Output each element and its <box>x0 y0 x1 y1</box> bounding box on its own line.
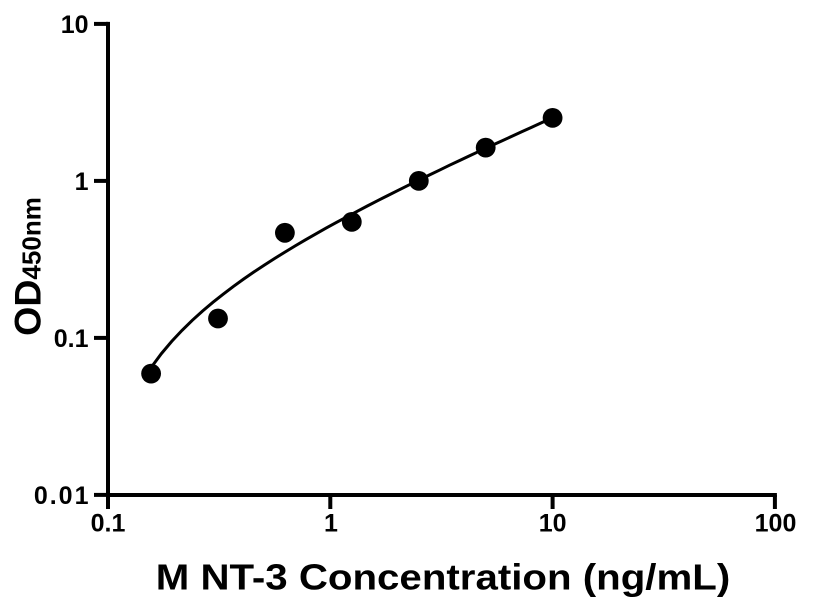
svg-text:0.1: 0.1 <box>54 325 89 353</box>
svg-text:10: 10 <box>61 11 89 39</box>
svg-text:0.1: 0.1 <box>91 510 126 538</box>
svg-text:1: 1 <box>75 168 89 196</box>
svg-text:10: 10 <box>539 510 567 538</box>
svg-text:1: 1 <box>324 510 338 538</box>
svg-text:0.01: 0.01 <box>34 482 91 510</box>
svg-text:M NT-3 Concentration (ng/mL): M NT-3 Concentration (ng/mL) <box>156 557 730 598</box>
svg-text:100: 100 <box>755 510 797 538</box>
